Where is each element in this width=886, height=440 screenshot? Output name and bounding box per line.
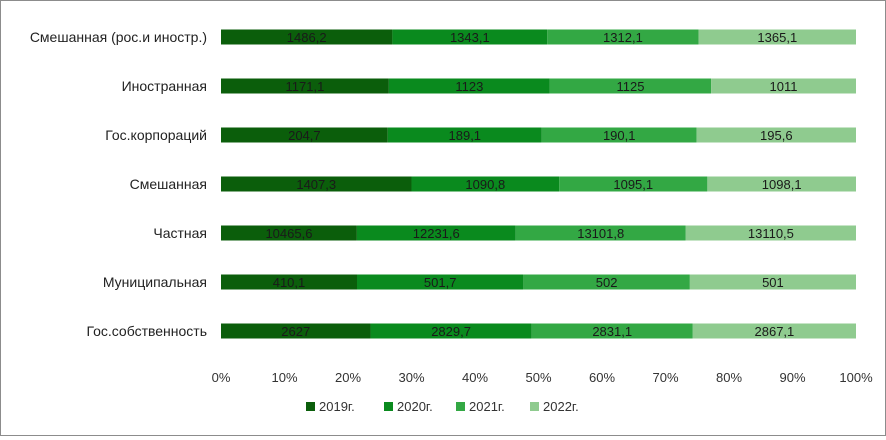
- x-tick-label: 50%: [525, 370, 551, 385]
- data-label: 1098,1: [762, 177, 802, 192]
- bar-segment: [221, 225, 357, 241]
- legend-label: 2021г.: [469, 399, 505, 414]
- category-label: Смешанная (рос.и иностр.): [30, 29, 207, 45]
- data-label: 1365,1: [757, 30, 797, 45]
- data-label: 195,6: [760, 128, 793, 143]
- legend-swatch: [306, 402, 315, 411]
- bars-group: 1486,2 1343,1 1312,1 1365,1 1171,1 1123 1125 10…: [221, 29, 856, 339]
- bar-segment: [370, 323, 532, 339]
- data-label: 1343,1: [450, 30, 490, 45]
- bar-segment: [523, 274, 690, 290]
- bar-segment: [356, 225, 516, 241]
- bar-segment: [689, 274, 856, 290]
- bar-segment: [541, 127, 697, 143]
- bar-segment: [696, 127, 856, 143]
- x-tick-label: 0%: [212, 370, 231, 385]
- bar-segment: [221, 323, 371, 339]
- data-label: 2627: [281, 324, 310, 339]
- bar-segment: [387, 127, 542, 143]
- legend-swatch: [530, 402, 539, 411]
- category-label: Иностранная: [122, 78, 207, 94]
- data-label: 190,1: [603, 128, 636, 143]
- legend: 2019г. 2020г. 2021г. 2022г.: [306, 399, 579, 414]
- data-label: 189,1: [449, 128, 482, 143]
- x-tick-label: 20%: [335, 370, 361, 385]
- data-label: 1125: [616, 79, 644, 94]
- legend-label: 2022г.: [543, 399, 579, 414]
- bar-segment: [711, 78, 856, 94]
- data-label: 501,7: [424, 275, 457, 290]
- data-label: 2829,7: [431, 324, 471, 339]
- data-label: 502: [596, 275, 618, 290]
- bar-segment: [388, 78, 550, 94]
- data-label: 2867,1: [755, 324, 795, 339]
- data-label: 501: [762, 275, 784, 290]
- data-label: 1486,2: [287, 30, 327, 45]
- category-label: Муниципальная: [103, 274, 207, 290]
- x-tick-label: 60%: [589, 370, 615, 385]
- bar-segment: [515, 225, 686, 241]
- data-label: 1407,3: [296, 177, 336, 192]
- data-label: 204,7: [288, 128, 321, 143]
- data-label: 410,1: [273, 275, 306, 290]
- x-tick-label: 40%: [462, 370, 488, 385]
- category-label: Гос.корпораций: [105, 127, 207, 143]
- data-label: 12231,6: [413, 226, 460, 241]
- data-label: 2831,1: [592, 324, 632, 339]
- category-label: Гос.собственность: [86, 323, 207, 339]
- bar-segment: [221, 78, 389, 94]
- bar-segment: [221, 274, 357, 290]
- bar-segment: [547, 29, 699, 45]
- category-label: Смешанная: [130, 176, 207, 192]
- data-label: 1011: [770, 79, 798, 94]
- bar-segment: [221, 176, 412, 192]
- bar-segment: [221, 127, 388, 143]
- bar-segment: [692, 323, 856, 339]
- data-label: 1312,1: [603, 30, 643, 45]
- bar-segment: [559, 176, 708, 192]
- data-label: 10465,6: [265, 226, 312, 241]
- data-label: 13110,5: [748, 226, 794, 241]
- x-tick-label: 10%: [271, 370, 297, 385]
- legend-swatch: [456, 402, 465, 411]
- bar-segment: [549, 78, 712, 94]
- x-tick-label: 90%: [779, 370, 805, 385]
- category-label: Частная: [153, 225, 207, 241]
- category-labels: Смешанная (рос.и иностр.) Иностранная Гос.…: [30, 29, 207, 339]
- bar-segment: [392, 29, 548, 45]
- data-label: 1090,8: [465, 177, 505, 192]
- bar-segment: [707, 176, 856, 192]
- x-tick-label: 30%: [398, 370, 424, 385]
- bar-segment: [357, 274, 524, 290]
- bar-segment: [685, 225, 856, 241]
- data-label: 1095,1: [613, 177, 653, 192]
- x-tick-label: 70%: [652, 370, 678, 385]
- bar-segment: [531, 323, 693, 339]
- data-label: 1123: [455, 79, 483, 94]
- bar-segment: [698, 29, 856, 45]
- x-tick-label: 100%: [839, 370, 873, 385]
- bar-segment: [411, 176, 560, 192]
- legend-swatch: [384, 402, 393, 411]
- legend-label: 2020г.: [397, 399, 433, 414]
- x-tick-label: 80%: [716, 370, 742, 385]
- x-axis-ticks: 0% 10% 20% 30% 40% 50% 60% 70% 80% 90% 100%: [212, 370, 873, 385]
- data-label: 1171,1: [286, 79, 325, 94]
- data-label: 13101,8: [577, 226, 624, 241]
- bar-segment: [221, 29, 393, 45]
- legend-label: 2019г.: [319, 399, 355, 414]
